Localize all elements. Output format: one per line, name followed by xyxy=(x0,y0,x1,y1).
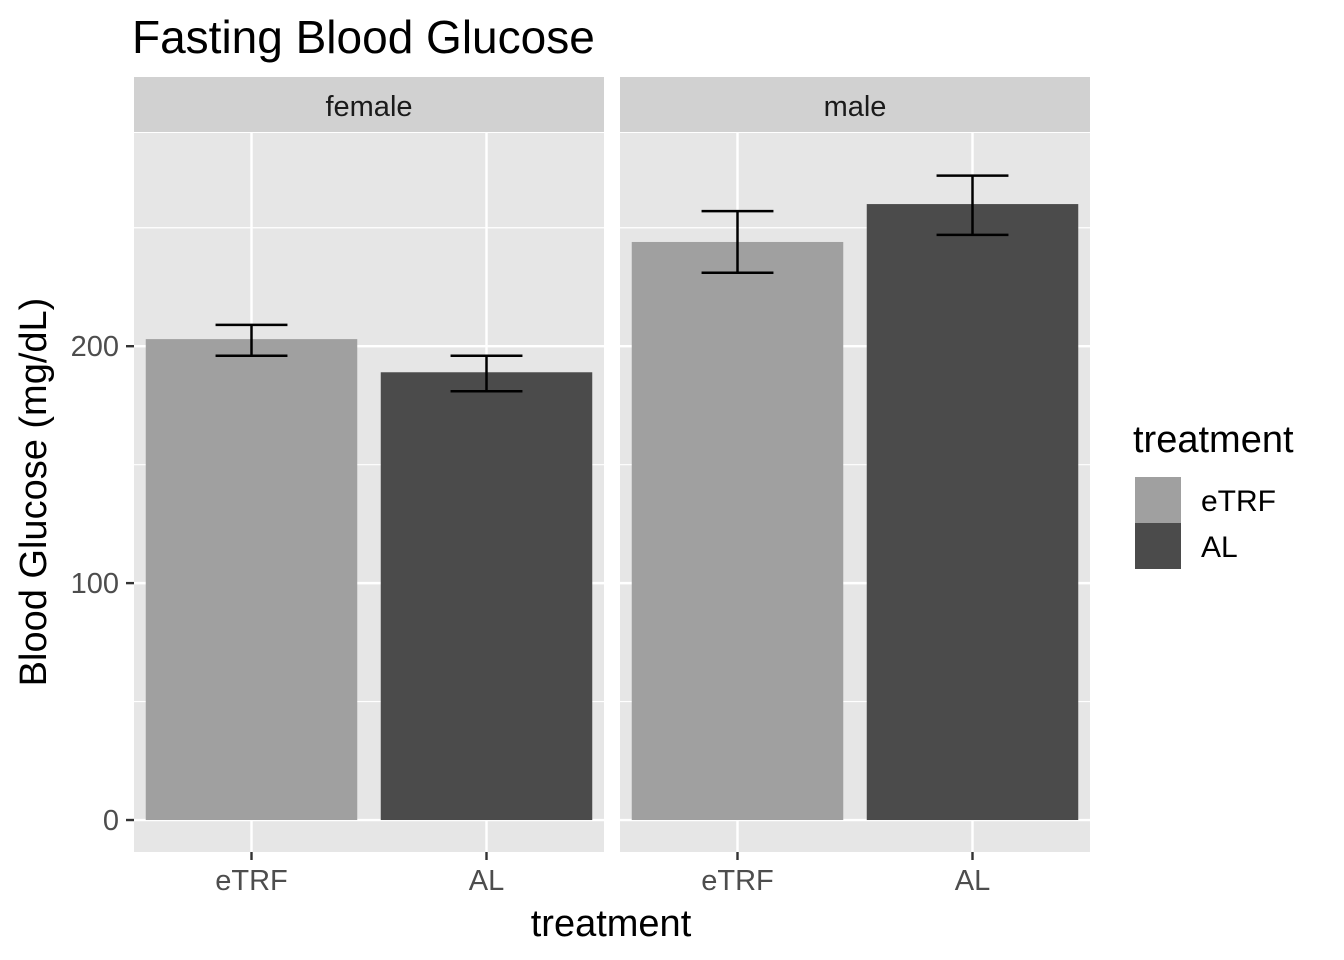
y-tick-label: 100 xyxy=(71,568,119,600)
facet-strip-label: female xyxy=(325,91,412,123)
x-tick-label: eTRF xyxy=(215,865,288,897)
y-axis-title: Blood Glucose (mg/dL) xyxy=(13,298,55,687)
legend-label: eTRF xyxy=(1201,485,1276,518)
bar-female-AL xyxy=(380,372,593,821)
legend: treatment eTRF AL xyxy=(1133,419,1294,569)
x-tick-label: AL xyxy=(469,865,504,897)
facet-strip xyxy=(134,77,604,132)
facet-panel-female: eTRF AL female xyxy=(134,77,604,897)
x-tick-label: AL xyxy=(955,865,990,897)
legend-key-AL xyxy=(1135,523,1181,569)
facet-strip-label: male xyxy=(824,91,887,123)
bar-male-eTRF xyxy=(631,241,844,821)
errorbar-female-AL xyxy=(450,354,523,393)
bar-female-eTRF xyxy=(145,339,358,821)
legend-title: treatment xyxy=(1133,419,1294,461)
facet-strip xyxy=(620,77,1090,132)
chart-title: Fasting Blood Glucose xyxy=(132,11,595,63)
y-tick-label: 200 xyxy=(71,331,119,363)
facet-panels: eTRF AL female eTRF AL male 0 100 200 xyxy=(71,77,1090,897)
legend-key-eTRF xyxy=(1135,477,1181,523)
x-axis-title: treatment xyxy=(531,903,692,945)
y-axis: 0 100 200 xyxy=(71,331,134,837)
facet-panel-male: eTRF AL male xyxy=(620,77,1090,897)
errorbar-female-eTRF xyxy=(215,323,288,357)
errorbar-male-AL xyxy=(936,174,1009,237)
y-tick-label: 0 xyxy=(103,805,119,837)
errorbar-male-eTRF xyxy=(701,209,774,275)
bar-male-AL xyxy=(866,204,1079,821)
legend-label: AL xyxy=(1201,531,1238,564)
x-tick-label: eTRF xyxy=(701,865,774,897)
